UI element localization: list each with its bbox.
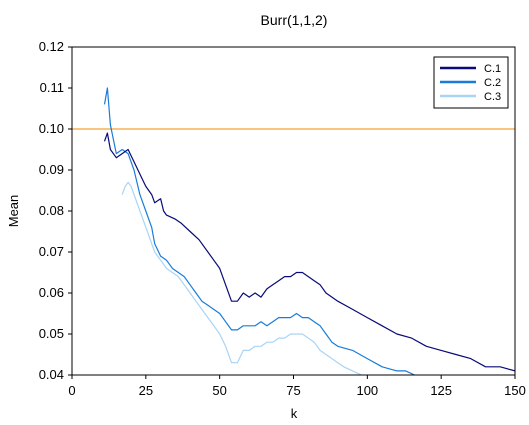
- legend-label: C.1: [484, 63, 501, 75]
- y-tick-label: 0.11: [40, 80, 64, 95]
- y-tick-label: 0.04: [39, 367, 64, 382]
- x-tick-label: 150: [504, 383, 526, 398]
- legend-label: C.3: [484, 91, 501, 103]
- series-line-c1: [103, 132, 515, 372]
- y-tick-label: 0.10: [39, 121, 64, 136]
- x-tick-label: 125: [430, 383, 452, 398]
- x-tick-label: 50: [212, 383, 226, 398]
- series-line-c2: [103, 87, 415, 375]
- x-axis-title: k: [291, 406, 298, 421]
- y-tick-label: 0.07: [39, 244, 64, 259]
- legend-label: C.2: [484, 77, 501, 89]
- x-tick-label: 0: [68, 383, 75, 398]
- x-tick-label: 25: [139, 383, 153, 398]
- y-tick-label: 0.12: [39, 39, 64, 54]
- x-tick-label: 75: [286, 383, 300, 398]
- x-tick-label: 100: [356, 383, 378, 398]
- y-tick-label: 0.05: [39, 326, 64, 341]
- y-tick-label: 0.08: [39, 203, 64, 218]
- chart-title: Burr(1,1,2): [261, 12, 328, 28]
- y-axis-title: Mean: [6, 195, 21, 228]
- y-tick-label: 0.09: [39, 162, 64, 177]
- series-line-c3: [121, 181, 362, 375]
- y-tick-label: 0.06: [39, 285, 64, 300]
